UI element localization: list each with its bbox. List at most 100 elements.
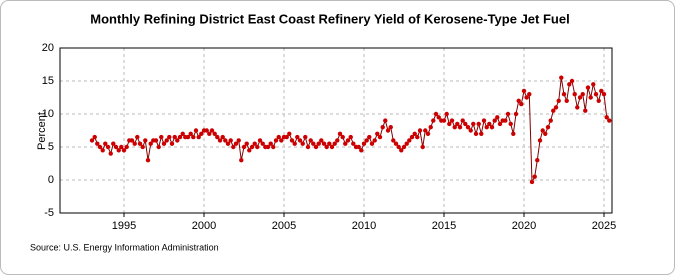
data-point (260, 141, 265, 146)
data-point (273, 138, 279, 143)
data-point (177, 134, 183, 140)
data-point (508, 121, 513, 127)
data-point (468, 128, 473, 133)
data-point (92, 134, 97, 140)
data-point (188, 131, 193, 136)
data-point (105, 144, 111, 150)
data-point (599, 88, 604, 94)
data-point (519, 101, 524, 107)
data-point (607, 118, 612, 123)
data-point (287, 131, 292, 136)
data-point (399, 148, 404, 153)
data-point (449, 118, 455, 123)
data-point (361, 141, 367, 146)
data-point (484, 125, 489, 130)
data-point (553, 105, 559, 110)
data-point (233, 141, 239, 146)
data-point (255, 144, 260, 150)
data-point (196, 134, 201, 140)
data-point (265, 144, 271, 150)
x-tick-label: 2020 (512, 220, 536, 232)
y-tick-label: 0 (48, 174, 54, 186)
data-point (356, 144, 361, 150)
data-point (540, 128, 545, 133)
data-point (532, 174, 537, 179)
data-point (473, 131, 479, 136)
data-point (444, 111, 449, 117)
data-point (431, 118, 436, 123)
data-point (503, 118, 508, 123)
data-point (95, 141, 100, 146)
data-point (521, 88, 527, 94)
chart-title: Monthly Refining District East Coast Ref… (90, 11, 569, 26)
data-point (404, 141, 409, 146)
data-point (495, 115, 500, 120)
data-point (513, 111, 519, 117)
data-point (140, 144, 145, 150)
data-point (393, 141, 399, 146)
data-point (551, 108, 556, 113)
data-point (319, 138, 324, 143)
data-point (220, 134, 225, 140)
data-point (153, 138, 159, 143)
data-point (372, 138, 377, 143)
data-point (185, 134, 191, 140)
data-point (119, 144, 124, 150)
data-point (313, 144, 319, 150)
data-point (108, 151, 113, 156)
data-point (279, 138, 284, 143)
data-point (548, 118, 553, 123)
data-point (175, 138, 180, 143)
data-point (388, 125, 393, 130)
data-point (215, 134, 220, 140)
y-tick-label: 10 (42, 108, 54, 120)
data-point (497, 121, 503, 127)
data-point (481, 118, 487, 123)
data-point (396, 144, 401, 150)
data-point (135, 134, 140, 140)
data-point (244, 141, 249, 146)
data-point (137, 141, 143, 146)
data-point (596, 98, 601, 104)
data-point (305, 144, 311, 150)
data-point (100, 148, 105, 153)
data-point (452, 125, 457, 130)
x-tick-label: 2025 (592, 220, 616, 232)
data-point (124, 144, 129, 150)
data-point (559, 75, 564, 80)
data-point (295, 134, 300, 140)
data-point (223, 138, 228, 143)
data-point (535, 158, 540, 163)
data-point (191, 134, 196, 140)
data-point (471, 121, 476, 127)
data-point (425, 131, 431, 136)
data-point (391, 138, 396, 143)
data-point (252, 141, 257, 146)
data-point (199, 131, 204, 136)
y-tick-label: 15 (42, 75, 54, 87)
data-point (311, 141, 316, 146)
data-point (316, 141, 321, 146)
data-point (348, 134, 353, 140)
data-point (460, 118, 465, 123)
y-tick-label: -5 (44, 207, 54, 219)
data-point (239, 158, 244, 163)
data-point (300, 141, 305, 146)
data-point (412, 131, 417, 136)
data-point (276, 134, 281, 140)
data-point (580, 92, 585, 97)
data-point (492, 118, 497, 123)
data-point (591, 82, 596, 87)
data-point (537, 138, 543, 143)
data-point (441, 118, 447, 123)
data-point (489, 125, 495, 130)
data-point (207, 131, 212, 136)
data-point (417, 128, 423, 133)
data-point (423, 128, 428, 133)
data-point (377, 134, 383, 140)
data-point (145, 158, 151, 163)
data-point (569, 78, 575, 84)
data-point (505, 111, 511, 117)
data-point (585, 85, 591, 90)
